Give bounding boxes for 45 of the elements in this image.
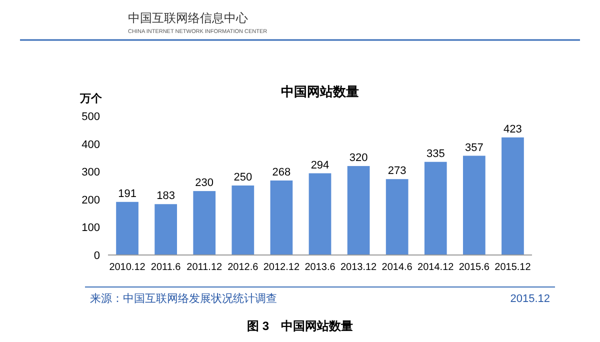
y-tick-label: 500: [82, 111, 100, 123]
x-tick-label: 2012.6: [228, 262, 259, 273]
data-label: 183: [156, 190, 175, 202]
bar: [463, 156, 486, 255]
data-label: 191: [118, 188, 136, 200]
bar: [347, 166, 370, 255]
x-tick-label: 2014.6: [382, 262, 413, 273]
x-tick-label: 2011.6: [150, 262, 182, 273]
y-axis-title: 万个: [79, 92, 103, 105]
data-label: 250: [234, 172, 252, 184]
x-tick-label: 2013.12: [340, 262, 378, 273]
y-tick-label: 100: [82, 222, 100, 234]
chart-title: 中国网站数量: [281, 84, 359, 99]
data-label: 230: [195, 177, 214, 190]
data-label: 268: [272, 166, 291, 178]
x-tick-label: 2012.12: [263, 262, 300, 273]
bar: [424, 162, 447, 255]
data-label: 294: [310, 159, 330, 172]
x-tick-label: 2015.12: [494, 262, 532, 273]
y-tick-label: 0: [94, 250, 100, 262]
bar: [502, 137, 524, 255]
data-label: 273: [388, 165, 406, 178]
y-tick-label: 400: [82, 138, 100, 151]
x-tick-label: 2015.6: [458, 262, 490, 273]
y-tick-label: 300: [82, 166, 100, 179]
bar: [116, 202, 138, 255]
bar: [386, 179, 408, 255]
data-label: 335: [426, 148, 445, 160]
bar: [232, 186, 254, 255]
text: 中国互联网络信息中心: [128, 11, 248, 25]
caption: 图 3 中国网站数量: [246, 319, 354, 333]
x-tick-label: 2011.12: [186, 262, 223, 273]
data-label: 357: [465, 142, 484, 154]
source-note: 来源：中国互联网络发展状况统计调查: [90, 292, 277, 305]
x-tick-label: 2010.12: [109, 262, 146, 273]
bar: [154, 204, 177, 255]
x-tick-label: 2013.6: [304, 262, 336, 273]
bar: [193, 191, 216, 255]
x-tick-label: 2014.12: [418, 262, 454, 273]
bar: [270, 180, 293, 255]
data-label: 423: [504, 123, 522, 136]
text: 2015.12: [510, 293, 550, 305]
data-label: 320: [349, 152, 368, 164]
bar: [308, 173, 332, 255]
y-tick-label: 200: [82, 194, 100, 206]
